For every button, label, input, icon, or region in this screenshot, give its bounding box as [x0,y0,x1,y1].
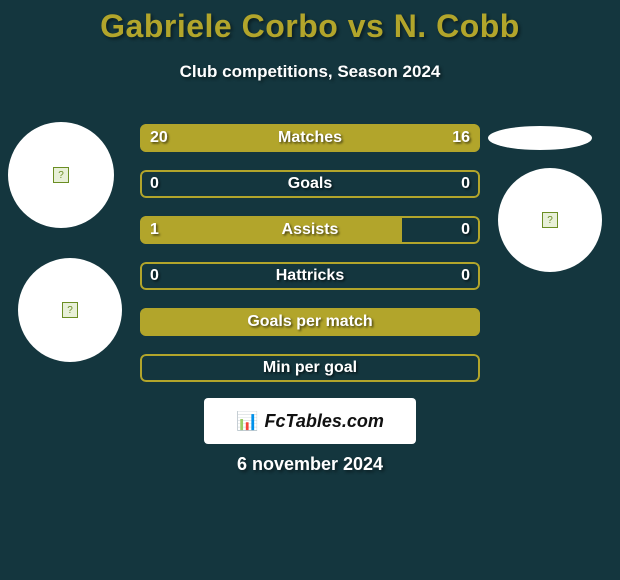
stat-bar-left-value: 0 [150,262,159,290]
page-subtitle: Club competitions, Season 2024 [0,62,620,82]
stat-bar-label: Hattricks [140,262,480,290]
stat-bars: Matches2016Goals00Assists10Hattricks00Go… [140,124,480,400]
decor-ellipse [488,126,592,150]
comparison-infographic: Gabriele Corbo vs N. Cobb Club competiti… [0,0,620,580]
stat-bar-row: Matches2016 [140,124,480,152]
placeholder-icon: ? [62,302,78,318]
stat-bar-outline [140,354,480,382]
stat-bar-label: Min per goal [140,354,480,382]
stat-bar-right-value: 0 [461,216,470,244]
brand-box: 📊 FcTables.com [204,398,416,444]
date-text: 6 november 2024 [0,454,620,475]
stat-bar-left-fill [140,124,329,152]
stat-bar-right-value: 0 [461,170,470,198]
stat-bar-row: Goals per match [140,308,480,336]
placeholder-icon: ? [542,212,558,228]
stat-bar-row: Assists10 [140,216,480,244]
stat-bar-row: Hattricks0 0 [140,262,480,290]
stat-bar-row: Min per goal [140,354,480,382]
stat-bar-left-value: 0 [150,170,159,198]
stat-bar-outline [140,170,480,198]
stat-bar-right-value: 0 [461,262,470,290]
stat-bar-row: Goals0 0 [140,170,480,198]
stat-bar-left-fill [140,308,480,336]
decor-circle: ? [498,168,602,272]
placeholder-icon: ? [53,167,69,183]
decor-circle: ? [18,258,122,362]
stat-bar-left-fill [140,216,402,244]
stat-bar-outline [140,262,480,290]
brand-text: FcTables.com [265,411,384,432]
brand-chart-icon: 📊 [236,411,258,432]
decor-circle: ? [8,122,114,228]
stat-bar-label: Goals [140,170,480,198]
page-title: Gabriele Corbo vs N. Cobb [0,8,620,45]
stat-bar-right-fill [329,124,480,152]
